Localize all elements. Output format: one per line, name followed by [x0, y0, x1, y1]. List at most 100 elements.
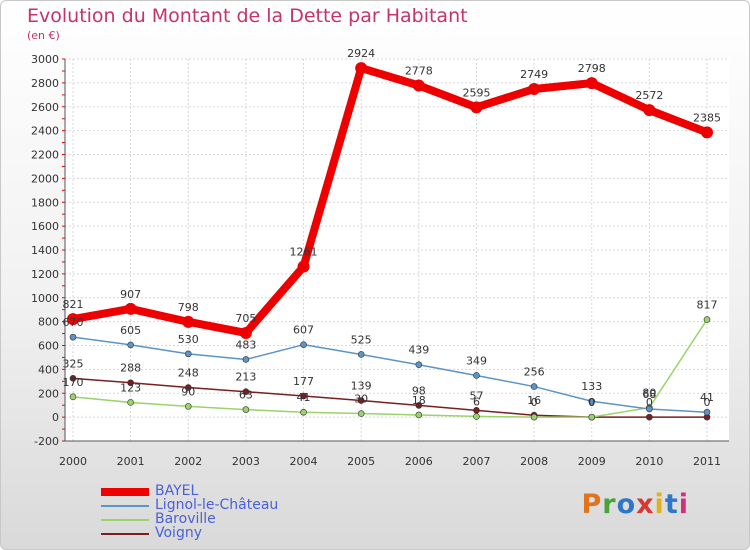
data-point — [127, 379, 134, 387]
y-tick-label: 1000 — [31, 292, 59, 305]
data-label: 525 — [351, 333, 372, 346]
data-label: 0 — [704, 396, 711, 409]
data-label: 0 — [531, 396, 538, 409]
data-point — [127, 341, 134, 349]
data-point — [530, 413, 538, 421]
data-label: 248 — [178, 367, 199, 380]
data-point — [415, 361, 423, 369]
legend-label: Voigny — [155, 525, 202, 541]
x-tick-label: 2006 — [405, 455, 433, 468]
data-label: 139 — [351, 380, 372, 393]
x-tick-label: 2010 — [635, 455, 663, 468]
y-tick-label: 800 — [38, 316, 59, 329]
data-label: 605 — [120, 324, 141, 337]
data-label: 90 — [181, 385, 195, 398]
data-label: 670 — [63, 316, 84, 329]
logo-letter: x — [636, 489, 655, 520]
data-label: 63 — [239, 389, 253, 402]
legend-label: BAYEL — [155, 483, 199, 499]
data-point — [242, 356, 250, 363]
legend-swatch — [101, 505, 149, 507]
x-tick-label: 2008 — [520, 455, 548, 468]
y-tick-label: 1200 — [31, 268, 59, 281]
data-point — [184, 350, 192, 358]
data-label: 98 — [412, 384, 426, 397]
series-line-baroville — [72, 318, 708, 418]
data-label: 170 — [63, 376, 84, 389]
y-tick-label: 1800 — [31, 196, 59, 209]
data-point — [701, 126, 713, 139]
legend-item: Voigny — [101, 525, 361, 541]
data-point — [242, 406, 250, 413]
data-label: 0 — [646, 396, 653, 409]
data-label: 123 — [120, 381, 141, 394]
legend-item: BAYEL — [101, 483, 361, 499]
legend-swatch — [101, 488, 149, 496]
data-label: 41 — [700, 391, 714, 404]
y-tick-label: 2200 — [31, 149, 59, 162]
legend-label: Lignol-le-Château — [155, 497, 279, 513]
x-tick-label: 2001 — [117, 455, 145, 468]
y-tick-label: 200 — [38, 387, 59, 400]
y-tick-label: 0 — [52, 411, 59, 424]
data-label: 2924 — [347, 47, 375, 60]
data-label: 0 — [588, 396, 595, 409]
data-point — [69, 375, 77, 382]
data-label: 6 — [473, 395, 480, 408]
y-tick-label: 3000 — [31, 53, 59, 66]
logo-letter: o — [616, 489, 637, 520]
data-label: 2595 — [462, 86, 490, 99]
y-tick-label: 1600 — [31, 220, 59, 233]
logo-letter: i — [654, 489, 665, 520]
data-label: 2385 — [693, 111, 721, 124]
x-tick-label: 2005 — [347, 455, 375, 468]
data-label: 18 — [412, 394, 426, 407]
data-point — [585, 77, 598, 90]
data-point — [357, 410, 365, 417]
data-point — [470, 101, 483, 114]
x-tick-label: 2004 — [290, 455, 318, 468]
x-tick-label: 2007 — [462, 455, 490, 468]
data-label: 349 — [466, 354, 487, 367]
data-point — [412, 79, 425, 92]
y-tick-label: -200 — [34, 435, 59, 448]
data-label: 483 — [235, 338, 256, 351]
data-label: 607 — [293, 324, 314, 337]
data-label: 821 — [63, 298, 84, 311]
data-point — [473, 413, 480, 420]
y-tick-label: 1400 — [31, 244, 59, 257]
data-point — [300, 392, 307, 400]
data-point — [357, 351, 365, 358]
series-line-bayel — [69, 64, 711, 337]
data-point — [415, 402, 423, 409]
logo-letter: P — [581, 489, 603, 520]
data-point — [357, 397, 365, 404]
y-tick-label: 2000 — [31, 172, 59, 185]
data-point — [239, 326, 252, 339]
data-point — [415, 411, 423, 419]
data-point — [530, 383, 538, 390]
series-line-voigny — [72, 377, 708, 418]
data-point — [528, 82, 541, 95]
data-point — [643, 104, 656, 117]
data-label: 2572 — [635, 89, 663, 102]
data-point — [184, 403, 192, 410]
chart-subtitle: (en €) — [27, 29, 60, 42]
data-label: 30 — [354, 393, 368, 406]
data-point — [300, 341, 307, 348]
y-tick-label: 600 — [38, 340, 59, 353]
x-tick-label: 2011 — [693, 455, 721, 468]
data-point — [242, 388, 250, 395]
logo-letter: t — [664, 489, 679, 520]
logo-letter: i — [678, 489, 689, 520]
data-label: 798 — [178, 301, 199, 314]
data-label: 1261 — [290, 246, 318, 259]
data-label: 705 — [235, 312, 256, 325]
legend-swatch — [101, 519, 149, 521]
data-point — [124, 302, 137, 315]
legend-swatch — [101, 533, 149, 535]
data-point — [588, 413, 596, 421]
data-label: 325 — [63, 357, 84, 370]
